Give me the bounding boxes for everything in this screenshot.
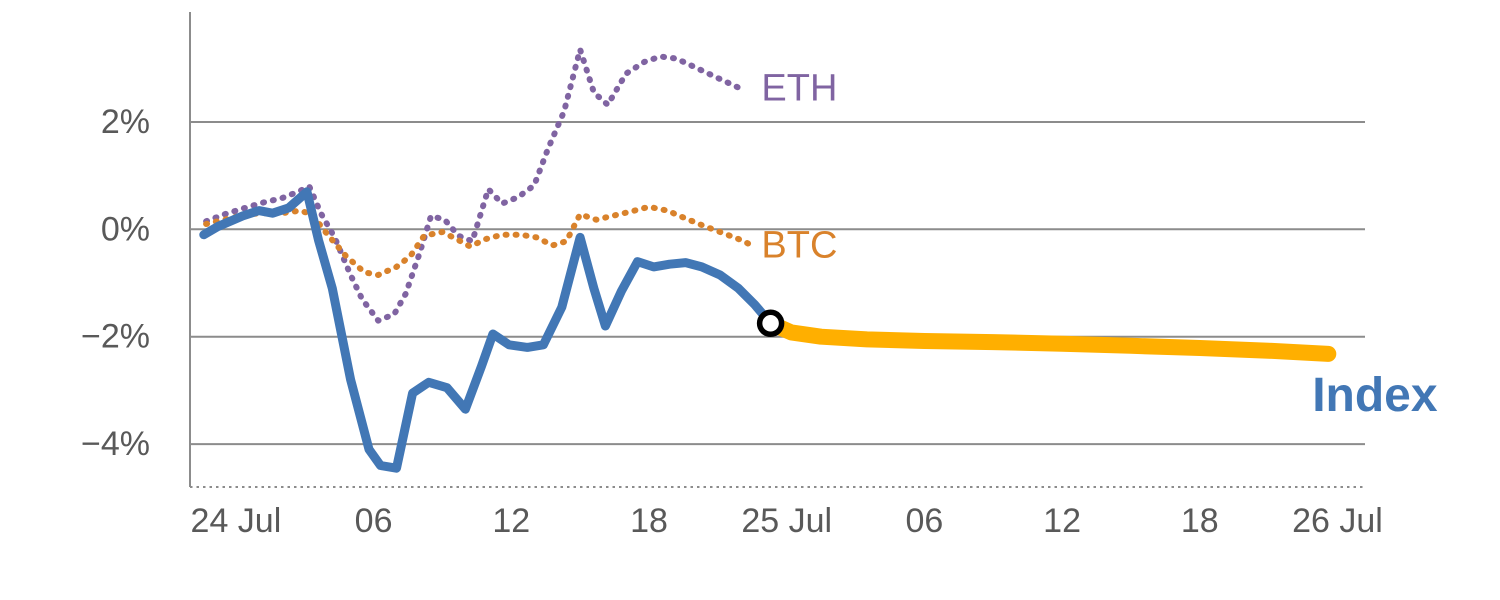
series-label-btc: BTC [761,224,837,266]
series-line-btc [203,203,753,278]
x-tick-label: 18 [1181,502,1219,540]
x-tick-label: 18 [630,502,668,540]
series-label-eth: ETH [761,68,837,110]
x-tick-label: 06 [355,502,393,540]
x-tick-label: 12 [492,502,530,540]
x-tick-label: 24 Jul [191,502,282,540]
forecast-start-marker [756,309,785,338]
y-tick-label: −2% [81,318,150,356]
x-tick-label: 12 [1043,502,1081,540]
series-line-eth [203,46,744,324]
x-tick-label: 06 [905,502,943,540]
y-tick-label: 0% [101,210,150,248]
x-tick-label: 25 Jul [741,502,832,540]
series-label-index: Index [1312,369,1438,422]
series-line-index [199,187,776,473]
y-tick-label: 2% [101,103,150,141]
x-tick-label: 26 Jul [1292,502,1383,540]
y-tick-label: −4% [81,425,150,463]
series-line-index-forecast [762,315,1337,362]
